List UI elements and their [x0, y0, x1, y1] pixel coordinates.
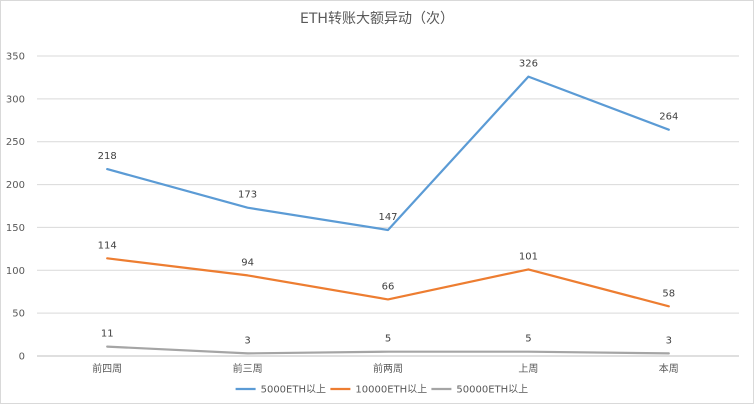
data-label: 58	[662, 288, 675, 299]
data-label: 3	[244, 335, 250, 346]
series-line	[106, 75, 670, 232]
data-label: 218	[98, 151, 117, 162]
data-label: 114	[98, 240, 117, 251]
data-label: 264	[659, 112, 678, 123]
data-label: 66	[382, 281, 395, 292]
y-tick-label: 0	[19, 352, 25, 363]
x-tick-label: 前四周	[92, 362, 122, 375]
y-tick-label: 50	[12, 309, 25, 320]
data-label: 5	[385, 334, 391, 345]
y-tick-label: 350	[6, 52, 25, 63]
x-tick-label: 上周	[518, 363, 538, 375]
axes: 0 50 100 150 200 250 300 350 前四周 前三周 前两周 上周 本周	[6, 52, 679, 376]
x-tick-label: 前三周	[233, 362, 263, 375]
chart-title: ETH转账大额异动（次）	[300, 11, 454, 27]
legend: 5000ETH以上 10000ETH以上 50000ETH以上	[235, 384, 528, 396]
data-label: 326	[519, 59, 538, 70]
data-label: 147	[378, 212, 397, 223]
series-line	[106, 345, 670, 355]
series-line	[106, 257, 670, 308]
gridlines	[37, 55, 739, 357]
legend-label: 50000ETH以上	[456, 384, 528, 396]
y-tick-label: 150	[6, 223, 25, 234]
legend-label: 10000ETH以上	[355, 384, 427, 396]
y-tick-label: 250	[6, 137, 25, 148]
data-labels: 218 173 147 326 264 114 94 66 101 58 11 3 5 5 3	[98, 59, 679, 347]
x-tick-label: 本周	[659, 362, 679, 375]
series-lines	[106, 75, 670, 355]
data-label: 173	[238, 190, 257, 201]
y-tick-label: 200	[6, 180, 25, 191]
data-label: 3	[666, 335, 672, 346]
x-tick-label: 前两周	[373, 362, 403, 375]
data-label: 5	[525, 334, 531, 345]
data-label: 101	[519, 251, 538, 262]
y-tick-label: 300	[6, 94, 25, 105]
y-tick-label: 100	[6, 266, 25, 277]
data-label: 11	[101, 329, 114, 340]
data-label: 94	[241, 257, 254, 268]
legend-label: 5000ETH以上	[261, 384, 326, 396]
